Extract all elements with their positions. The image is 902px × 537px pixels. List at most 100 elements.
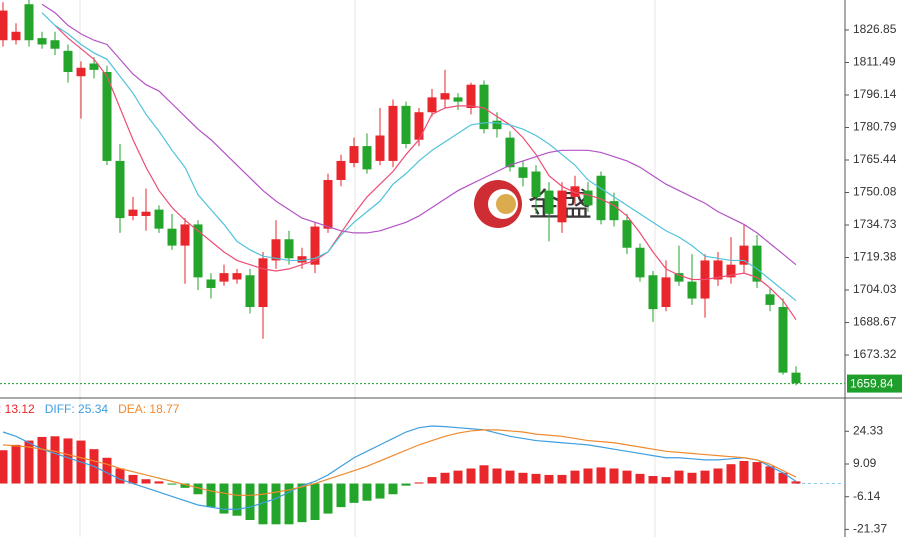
macd-bar bbox=[466, 468, 476, 484]
candle-body bbox=[76, 67, 86, 77]
macd-bar bbox=[479, 465, 489, 484]
candle-body bbox=[115, 160, 125, 219]
macd-bar bbox=[791, 481, 801, 484]
candle-body bbox=[596, 175, 606, 221]
candle-body bbox=[37, 38, 47, 45]
macd-bar bbox=[440, 472, 450, 484]
macd-bar bbox=[492, 468, 502, 484]
macd-bar bbox=[336, 483, 346, 508]
macd-bar bbox=[245, 483, 255, 521]
y-tick-label: 24.33 bbox=[853, 423, 883, 437]
macd-bar bbox=[349, 483, 359, 503]
macd-bar bbox=[726, 464, 736, 484]
candle-body bbox=[180, 224, 190, 246]
candle-body bbox=[427, 97, 437, 113]
macd-bar bbox=[505, 470, 515, 484]
macd-bar bbox=[24, 440, 34, 484]
macd-bar bbox=[180, 483, 190, 488]
macd-bar bbox=[310, 483, 320, 521]
y-tick-label: 1688.67 bbox=[853, 315, 897, 329]
macd-line bbox=[2, 429, 797, 496]
macd-bar bbox=[284, 483, 294, 525]
candle-body bbox=[635, 247, 645, 278]
candle-body bbox=[401, 105, 411, 144]
candle-body bbox=[414, 112, 424, 140]
candle-body bbox=[752, 245, 762, 282]
macd-bar bbox=[388, 483, 398, 495]
macd-bar bbox=[375, 483, 385, 499]
macd-bar bbox=[596, 467, 606, 484]
macd-bar bbox=[739, 460, 749, 484]
candle-body bbox=[336, 160, 346, 180]
candle-body bbox=[466, 84, 476, 108]
macd-bar bbox=[674, 470, 684, 484]
candle-body bbox=[89, 63, 99, 70]
candle-body bbox=[479, 84, 489, 130]
candle-body bbox=[765, 294, 775, 305]
macd-bar bbox=[401, 483, 411, 486]
macd-bar bbox=[778, 472, 788, 484]
candle-body bbox=[219, 273, 229, 282]
y-tick-label: 1826.85 bbox=[853, 22, 897, 36]
macd-bar bbox=[219, 483, 229, 514]
candle-body bbox=[167, 228, 177, 246]
candle-body bbox=[206, 279, 216, 288]
moving-average-line bbox=[41, 12, 797, 302]
candle-body bbox=[518, 167, 528, 178]
y-tick-label: 1704.03 bbox=[853, 282, 897, 296]
y-tick-label: 1750.08 bbox=[853, 185, 897, 199]
macd-bar bbox=[609, 468, 619, 484]
macd-bar bbox=[713, 468, 723, 484]
macd-bar bbox=[193, 483, 203, 495]
candle-body bbox=[791, 372, 801, 384]
candle-body bbox=[713, 260, 723, 280]
candle-body bbox=[154, 209, 164, 229]
candle-body bbox=[193, 224, 203, 278]
macd-bar bbox=[765, 466, 775, 484]
candle-body bbox=[609, 201, 619, 221]
macd-bar bbox=[167, 483, 177, 485]
macd-bar bbox=[206, 483, 216, 508]
candle-body bbox=[453, 97, 463, 102]
macd-bar bbox=[544, 474, 554, 484]
macd-bar bbox=[648, 476, 658, 484]
candle-body bbox=[505, 137, 515, 168]
candle-body bbox=[583, 190, 593, 206]
y-tick-label: 1765.44 bbox=[853, 152, 897, 166]
macd-bar bbox=[258, 483, 268, 525]
candle-body bbox=[63, 50, 73, 72]
candle-body bbox=[362, 146, 372, 170]
candle-body bbox=[284, 239, 294, 259]
candle-body bbox=[544, 190, 554, 214]
candle-body bbox=[102, 71, 112, 161]
candle-body bbox=[11, 31, 21, 41]
y-tick-label: 1673.32 bbox=[853, 347, 897, 361]
macd-bar bbox=[128, 474, 138, 484]
legend-entry: DEA: 18.77 bbox=[118, 402, 180, 416]
moving-average-line bbox=[41, 3, 797, 266]
macd-bar bbox=[115, 468, 125, 484]
candle-body bbox=[0, 10, 8, 41]
y-tick-label: 1796.14 bbox=[853, 87, 897, 101]
candle-body bbox=[258, 258, 268, 308]
macd-bar bbox=[752, 462, 762, 484]
y-tick-label: 1719.38 bbox=[853, 250, 897, 264]
candle-body bbox=[531, 171, 541, 197]
candle-body bbox=[297, 256, 307, 263]
macd-bar bbox=[50, 436, 60, 484]
macd-bar bbox=[63, 438, 73, 484]
moving-average-line bbox=[54, 24, 797, 321]
macd-bar bbox=[102, 457, 112, 484]
legend-entry: DIFF: 25.34 bbox=[45, 402, 109, 416]
candle-body bbox=[648, 275, 658, 310]
candle-body bbox=[24, 4, 34, 41]
candle-body bbox=[622, 220, 632, 248]
macd-bar bbox=[154, 481, 164, 484]
candle-body bbox=[570, 186, 580, 197]
macd-bar bbox=[557, 474, 567, 484]
macd-bar bbox=[453, 470, 463, 484]
candle-body bbox=[739, 245, 749, 265]
macd-bar bbox=[700, 470, 710, 484]
candle-body bbox=[245, 275, 255, 308]
